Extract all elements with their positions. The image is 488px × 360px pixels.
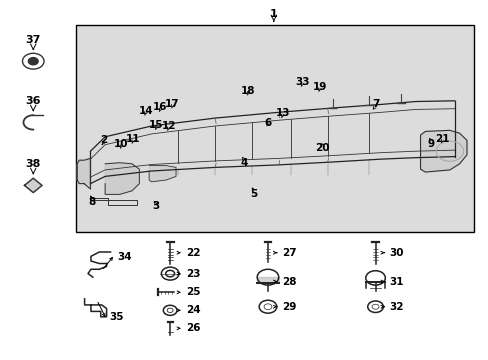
Text: 11: 11: [125, 134, 140, 144]
Text: 22: 22: [185, 248, 200, 258]
Polygon shape: [420, 130, 466, 172]
Text: 29: 29: [282, 302, 296, 312]
Text: 2: 2: [100, 135, 107, 145]
Text: 14: 14: [138, 106, 153, 116]
Text: 38: 38: [25, 159, 41, 169]
Polygon shape: [105, 163, 139, 194]
Text: 23: 23: [185, 269, 200, 279]
Polygon shape: [77, 158, 90, 189]
Text: 36: 36: [25, 96, 41, 106]
Text: 17: 17: [165, 99, 180, 109]
Text: 21: 21: [434, 134, 449, 144]
Text: 30: 30: [389, 248, 404, 258]
Text: 4: 4: [240, 158, 248, 168]
Polygon shape: [149, 166, 176, 182]
Text: 26: 26: [185, 323, 200, 333]
Text: 33: 33: [294, 77, 309, 87]
Text: 35: 35: [109, 312, 123, 322]
Text: 15: 15: [149, 120, 163, 130]
Polygon shape: [24, 178, 42, 193]
Circle shape: [28, 58, 38, 65]
Text: 34: 34: [117, 252, 132, 262]
Text: 8: 8: [88, 197, 95, 207]
Text: 27: 27: [282, 248, 296, 258]
Text: 19: 19: [312, 82, 326, 92]
Text: 16: 16: [153, 102, 167, 112]
Text: 31: 31: [389, 276, 404, 287]
Text: 24: 24: [185, 305, 200, 315]
Text: 25: 25: [185, 287, 200, 297]
Text: 13: 13: [275, 108, 289, 118]
Text: 12: 12: [161, 121, 176, 131]
Text: 6: 6: [264, 118, 271, 128]
Text: 20: 20: [315, 143, 329, 153]
Text: 9: 9: [427, 139, 434, 149]
Bar: [76, 25, 473, 232]
Text: 3: 3: [152, 201, 159, 211]
Text: 5: 5: [250, 189, 257, 199]
Text: 37: 37: [25, 35, 41, 45]
Text: 1: 1: [269, 9, 277, 19]
Text: 28: 28: [282, 276, 296, 287]
Text: 10: 10: [114, 139, 128, 149]
Text: 18: 18: [241, 86, 255, 96]
Text: 32: 32: [389, 302, 404, 312]
Polygon shape: [257, 277, 278, 283]
Text: 7: 7: [371, 99, 379, 109]
